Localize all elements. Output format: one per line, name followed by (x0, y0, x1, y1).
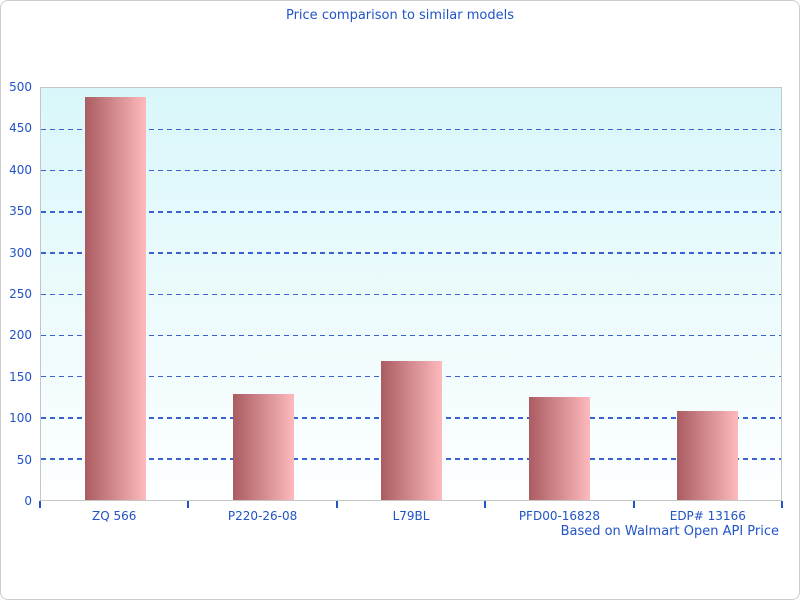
x-axis-tick (335, 501, 338, 508)
y-axis-label: 450 (9, 121, 32, 136)
y-axis-label: 300 (9, 245, 32, 260)
x-axis-tick (484, 501, 487, 508)
plot-area (40, 87, 782, 501)
y-axis-label: 250 (9, 287, 32, 301)
x-axis-label-zq-566: ZQ 566 (91, 509, 137, 523)
y-axis-label: 0 (24, 494, 32, 508)
bar-p220-26-08 (232, 393, 294, 500)
gridline-300 (41, 252, 781, 254)
x-axis-tick (187, 501, 190, 508)
x-axis-tick (781, 501, 783, 508)
y-axis-label: 100 (9, 411, 32, 426)
x-axis-label-edp-13166: EDP# 13166 (669, 509, 746, 523)
y-axis-label: 400 (9, 162, 32, 177)
bar-zq-566 (84, 97, 146, 500)
y-axis-label: 500 (9, 80, 32, 94)
x-axis-label-l79bl: L79BL (392, 509, 430, 523)
y-axis-label: 50 (16, 452, 32, 467)
x-axis-label-pfd00-16828: PFD00-16828 (518, 509, 600, 523)
bar-l79bl (380, 360, 442, 500)
y-axis-label: 350 (9, 204, 32, 219)
gridline-200 (41, 334, 781, 337)
y-axis-label: 150 (9, 369, 32, 384)
bar-edp-13166 (676, 411, 738, 500)
gridline-350 (41, 211, 781, 213)
x-axis-tick (39, 501, 41, 508)
chart-title: Price comparison to similar models (285, 8, 515, 23)
x-axis-label-p220-26-08: P220-26-08 (227, 509, 298, 523)
gridline-400 (41, 169, 781, 172)
chart-footer: Based on Walmart Open API Price (560, 524, 779, 539)
y-axis-label: 200 (9, 328, 32, 343)
x-axis-tick (632, 501, 635, 508)
gridline-250 (41, 293, 781, 295)
gridline-450 (41, 128, 781, 131)
bar-pfd00-16828 (528, 397, 590, 500)
